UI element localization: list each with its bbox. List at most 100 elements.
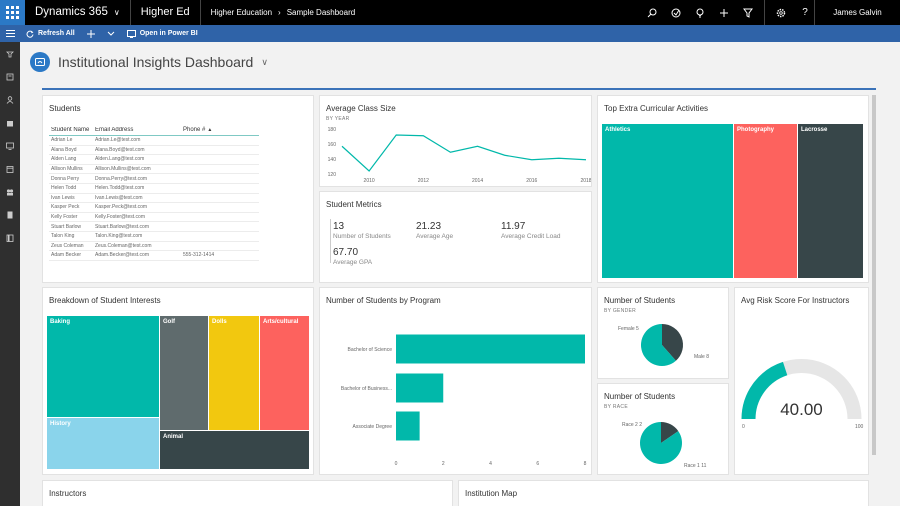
x-tick-label: 0 (395, 461, 398, 467)
treemap-tile-animal[interactable]: Animal (160, 431, 309, 469)
table-row[interactable]: Talon King Talon.King@test.com (49, 232, 259, 242)
treemap-tile-dolls[interactable]: Dolls (209, 316, 259, 430)
nav-item-contacts[interactable] (0, 88, 20, 111)
table-body: Adrian Le Adrian.Le@test.com Alana Boyd Ala… (49, 136, 259, 261)
student-metrics-title: Student Metrics (326, 200, 382, 209)
table-row[interactable]: Adrian Le Adrian.Le@test.com (49, 136, 259, 146)
filter-icon (743, 8, 753, 18)
treemap-tile-photography[interactable]: Photography (734, 124, 797, 278)
app-launcher-button[interactable] (0, 0, 25, 25)
tile-label: Dolls (212, 319, 227, 325)
race-pie-chart[interactable]: Race 2 2 Race 1 11 (598, 412, 728, 474)
category-label: Associate Degree (353, 424, 393, 430)
risk-gauge[interactable]: 40.00 0 100 (735, 318, 868, 468)
nav-item-documents[interactable] (0, 203, 20, 226)
treemap-tile-lacrosse[interactable]: Lacrosse (798, 124, 863, 278)
nav-item-calendar[interactable] (0, 157, 20, 180)
extracurricular-title: Top Extra Curricular Activities (604, 104, 709, 113)
program-bar-chart[interactable]: Bachelor of Science Bachelor of Business.… (320, 314, 591, 474)
refresh-all-label: Refresh All (38, 30, 75, 37)
metric-value: 11.97 (501, 221, 526, 232)
metric-label: Number of Students (333, 233, 391, 240)
breadcrumb-area[interactable]: Higher Education (210, 8, 273, 17)
class-size-line-chart[interactable]: 120 140 160 180 2010 2012 2014 2016 2018 (320, 124, 591, 186)
new-record-button[interactable] (712, 0, 736, 25)
table-row[interactable]: Helen Todd Helen.Todd@test.com (49, 184, 259, 194)
task-flow-button[interactable] (664, 0, 688, 25)
site-map-button[interactable] (0, 25, 20, 42)
table-row[interactable]: Kasper Peck Kasper.Peck@test.com (49, 203, 259, 213)
new-dropdown-button[interactable] (101, 25, 121, 42)
search-button[interactable] (640, 0, 664, 25)
dashboard-scrollbar[interactable] (872, 95, 876, 455)
settings-button[interactable] (769, 0, 793, 25)
dashboard-title[interactable]: Institutional Insights Dashboard (58, 54, 254, 70)
open-in-power-bi-button[interactable]: Open in Power BI (121, 25, 204, 42)
help-button[interactable]: ? (793, 0, 817, 25)
x-tick-label: 2 (442, 461, 445, 467)
category-label: Bachelor of Business... (341, 386, 392, 392)
nav-item-courses[interactable] (0, 134, 20, 157)
table-row[interactable]: Stuart Barlow Stuart.Barlow@test.com (49, 222, 259, 232)
treemap-tile-arts-cultural[interactable]: Arts/cultural (260, 316, 309, 430)
chevron-right-icon: › (278, 8, 281, 17)
dashboard-selector-chevron-icon[interactable]: ∨ (261, 56, 268, 67)
breadcrumb-page[interactable]: Sample Dashboard (286, 8, 356, 17)
table-row[interactable]: Ivan Lewis Ivan.Lewis@test.com (49, 194, 259, 204)
table-row[interactable]: Kelly Foster Kelly.Foster@test.com (49, 213, 259, 223)
table-row[interactable]: Zeus Coleman Zeus.Coleman@test.com (49, 242, 259, 252)
bar (396, 411, 420, 441)
tile-label: Photography (737, 127, 774, 133)
table-row[interactable]: Alden Lang Alden.Lang@test.com (49, 155, 259, 165)
y-tick-label: 180 (328, 127, 337, 133)
building-icon (7, 120, 13, 126)
treemap-tile-golf[interactable]: Golf (160, 316, 208, 430)
app-name[interactable]: Higher Ed (131, 0, 201, 25)
sort-ascending-icon[interactable]: ▲ (207, 126, 213, 133)
y-tick-label: 120 (328, 172, 337, 178)
pie-label-female: Female 5 (618, 326, 639, 332)
gender-pie-chart[interactable]: Female 5 Male 8 (598, 316, 728, 376)
table-row[interactable]: Adam Becker Adam.Becker@test.com 555-312-1… (49, 251, 259, 261)
metrics-accent-bar (330, 219, 331, 263)
table-row[interactable]: Donna Perry Donna.Perry@test.com (49, 174, 259, 184)
calendar-icon (6, 165, 14, 173)
column-header-email[interactable]: Email Address (95, 126, 134, 133)
instructors-card: Instructors (42, 480, 453, 506)
relationship-insights-button[interactable] (688, 0, 712, 25)
pie-slice (662, 324, 683, 361)
nav-item-accounts[interactable] (0, 111, 20, 134)
email-cell: Alden.Lang@test.com (95, 156, 145, 163)
treemap-tile-athletics[interactable]: Athletics (602, 124, 733, 278)
new-button[interactable] (81, 25, 101, 42)
nav-item-groups[interactable] (0, 180, 20, 203)
treemap-tile-history[interactable]: History (47, 418, 159, 469)
metric-label: Average Age (416, 233, 454, 240)
nav-item-recent[interactable] (0, 65, 20, 88)
gear-icon (776, 8, 786, 17)
open-in-power-bi-label: Open in Power BI (139, 30, 198, 37)
user-menu[interactable]: James Galvin (814, 0, 900, 25)
student-name-cell: Talon King (51, 233, 75, 240)
student-name-cell: Helen Todd (51, 185, 77, 192)
metric-label: Average GPA (333, 259, 373, 266)
email-cell: Donna.Perry@test.com (95, 175, 148, 182)
refresh-icon (26, 30, 34, 38)
table-row[interactable]: Allison Mullins Allison.Mullins@test.com (49, 165, 259, 175)
treemap-tile-baking[interactable]: Baking (47, 316, 159, 417)
student-name-cell: Adrian Le (51, 137, 73, 144)
column-header-name[interactable]: Student Name (51, 126, 90, 133)
x-tick-label: 2016 (526, 178, 537, 184)
refresh-all-button[interactable]: Refresh All (20, 25, 81, 42)
students-by-program-card: Number of Students by Program Bachelor o… (319, 287, 592, 475)
nav-item-pinned[interactable] (0, 42, 20, 65)
email-cell: Kelly.Foster@test.com (95, 214, 145, 221)
risk-title: Avg Risk Score For Instructors (741, 296, 850, 305)
advanced-find-button[interactable] (736, 0, 760, 25)
brand-menu[interactable]: Dynamics 365 ∨ (25, 0, 131, 25)
student-name-cell: Donna Perry (51, 175, 80, 182)
tile-label: Golf (163, 319, 175, 325)
column-header-phone[interactable]: Phone # ▲ (183, 126, 213, 133)
nav-item-library[interactable] (0, 226, 20, 249)
table-row[interactable]: Alana Boyd Alana.Boyd@test.com (49, 146, 259, 156)
